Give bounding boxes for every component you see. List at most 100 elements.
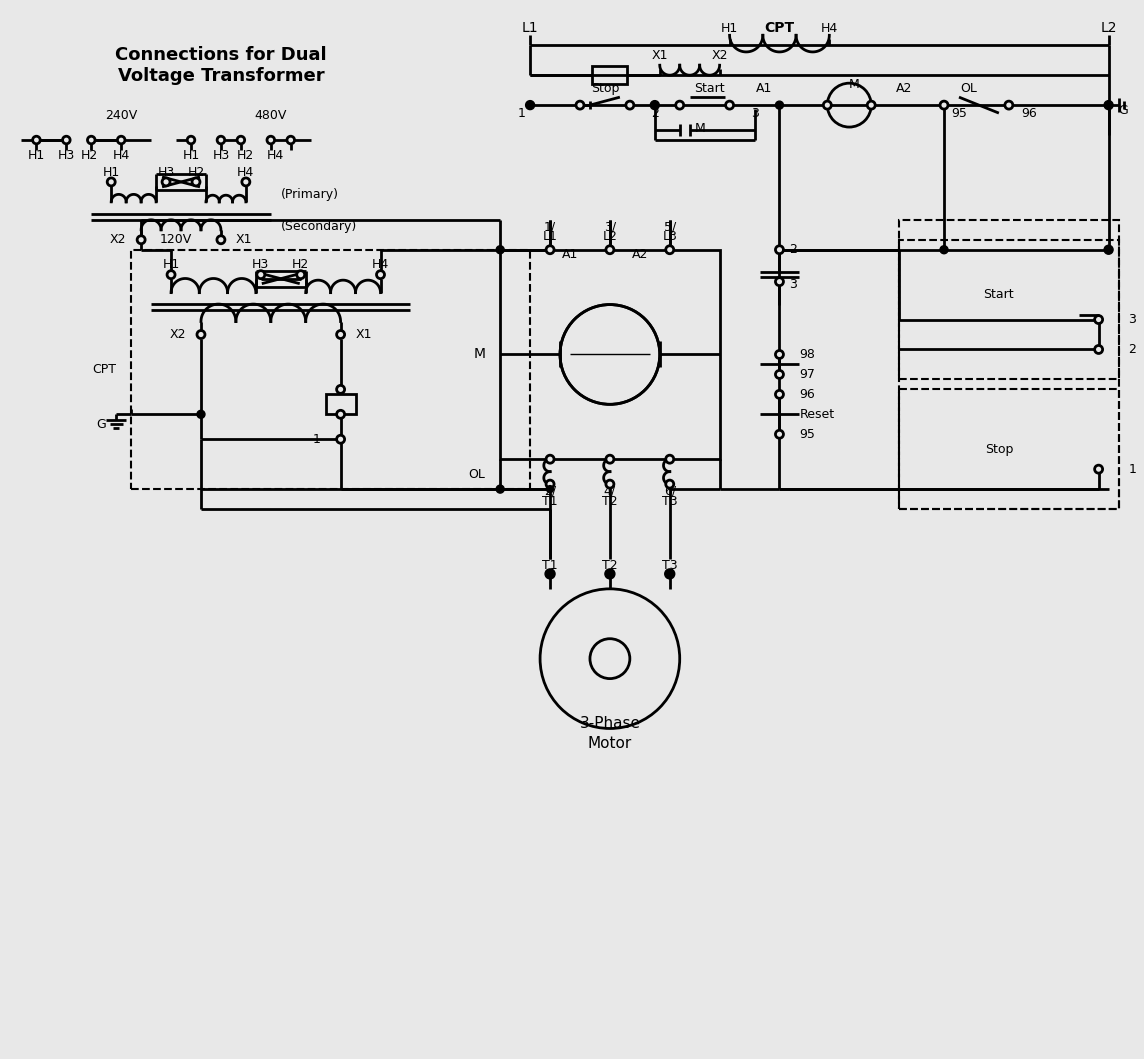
Circle shape [336,330,344,339]
Text: L2: L2 [603,230,618,244]
Circle shape [241,178,249,186]
Circle shape [197,410,205,418]
Circle shape [217,137,224,144]
Circle shape [167,271,175,279]
Circle shape [287,137,294,144]
Circle shape [867,101,875,109]
Text: 120V: 120V [160,233,192,247]
Text: H4: H4 [112,149,129,162]
Text: Reset: Reset [800,408,834,420]
Text: 1: 1 [1128,463,1136,475]
Text: 1/: 1/ [545,220,556,233]
Text: 1: 1 [312,433,320,446]
Text: H2: H2 [237,149,254,162]
Text: X1: X1 [652,49,668,61]
Circle shape [296,271,304,279]
Circle shape [33,137,40,144]
Circle shape [626,101,634,109]
Text: H2: H2 [80,149,98,162]
Text: 2/: 2/ [545,485,556,498]
Text: H3: H3 [213,149,230,162]
Text: 1: 1 [517,107,525,120]
Text: 3: 3 [750,107,758,120]
Circle shape [237,137,245,144]
Circle shape [940,246,948,254]
Text: 240V: 240V [105,109,137,122]
Circle shape [1104,246,1113,254]
Text: 95: 95 [951,107,967,120]
Text: CPT: CPT [93,363,117,376]
Text: Connections for Dual
Voltage Transformer: Connections for Dual Voltage Transformer [116,46,327,85]
Text: Start: Start [694,82,725,94]
Circle shape [666,455,674,463]
Text: X2: X2 [712,49,728,61]
Circle shape [63,137,70,144]
Text: 98: 98 [800,348,816,361]
Bar [593,67,627,84]
Text: 5/: 5/ [664,220,676,233]
Circle shape [606,455,614,463]
Circle shape [217,236,225,244]
Text: 96: 96 [800,388,816,401]
Bar [326,394,356,414]
Bar [500,250,720,460]
Text: A1: A1 [756,82,772,94]
Text: H2: H2 [292,258,309,271]
Text: G: G [1119,104,1128,116]
Text: H1: H1 [103,166,120,179]
Text: 2: 2 [651,107,659,120]
Circle shape [87,137,95,144]
Text: H2: H2 [188,166,205,179]
Circle shape [575,101,583,109]
Circle shape [1095,316,1103,324]
Circle shape [666,480,674,488]
Text: (Secondary): (Secondary) [280,220,357,233]
Text: 96: 96 [1020,107,1036,120]
Circle shape [162,178,170,186]
Circle shape [605,569,614,579]
Text: 2: 2 [1128,343,1136,356]
Text: H4: H4 [268,149,285,162]
Text: L1: L1 [542,230,557,244]
Text: H1: H1 [182,149,199,162]
Circle shape [776,246,784,254]
Circle shape [137,236,145,244]
Text: H1: H1 [27,149,45,162]
Circle shape [676,101,684,109]
Text: H3: H3 [57,149,76,162]
Text: (Primary): (Primary) [280,189,339,201]
Text: T3: T3 [662,495,677,507]
Text: L2: L2 [1101,21,1117,35]
Circle shape [525,101,534,109]
Text: M: M [849,77,859,91]
Circle shape [545,569,555,579]
Text: 3: 3 [1128,313,1136,326]
Circle shape [496,485,505,493]
Circle shape [192,178,200,186]
Circle shape [546,480,554,488]
Bar [899,220,1119,509]
Circle shape [188,137,194,144]
Text: 97: 97 [800,367,816,381]
Circle shape [118,137,125,144]
Text: H1: H1 [721,22,738,35]
Circle shape [1095,345,1103,354]
Text: T2: T2 [602,559,618,573]
Text: A2: A2 [631,248,648,262]
Text: 95: 95 [800,428,816,441]
Text: A1: A1 [562,248,578,262]
Text: M: M [474,347,485,361]
Circle shape [376,271,384,279]
Circle shape [940,101,948,109]
Circle shape [776,371,784,378]
Circle shape [776,101,784,109]
Circle shape [650,101,659,109]
Circle shape [547,486,554,492]
Circle shape [197,330,205,339]
Text: T1: T1 [542,559,558,573]
Text: 6/: 6/ [664,485,676,498]
Text: H3: H3 [158,166,175,179]
Bar [899,239,1119,379]
Text: 3: 3 [789,279,797,291]
Text: Start: Start [984,288,1015,301]
